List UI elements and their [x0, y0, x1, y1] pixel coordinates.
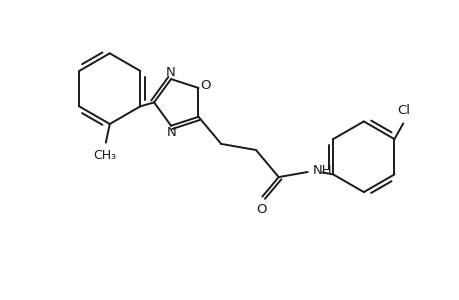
Text: NH: NH: [312, 164, 331, 177]
Text: Cl: Cl: [397, 104, 409, 117]
Text: N: N: [165, 66, 175, 79]
Text: O: O: [256, 203, 267, 216]
Text: N: N: [167, 126, 177, 139]
Text: O: O: [200, 79, 210, 92]
Text: CH₃: CH₃: [93, 149, 116, 162]
